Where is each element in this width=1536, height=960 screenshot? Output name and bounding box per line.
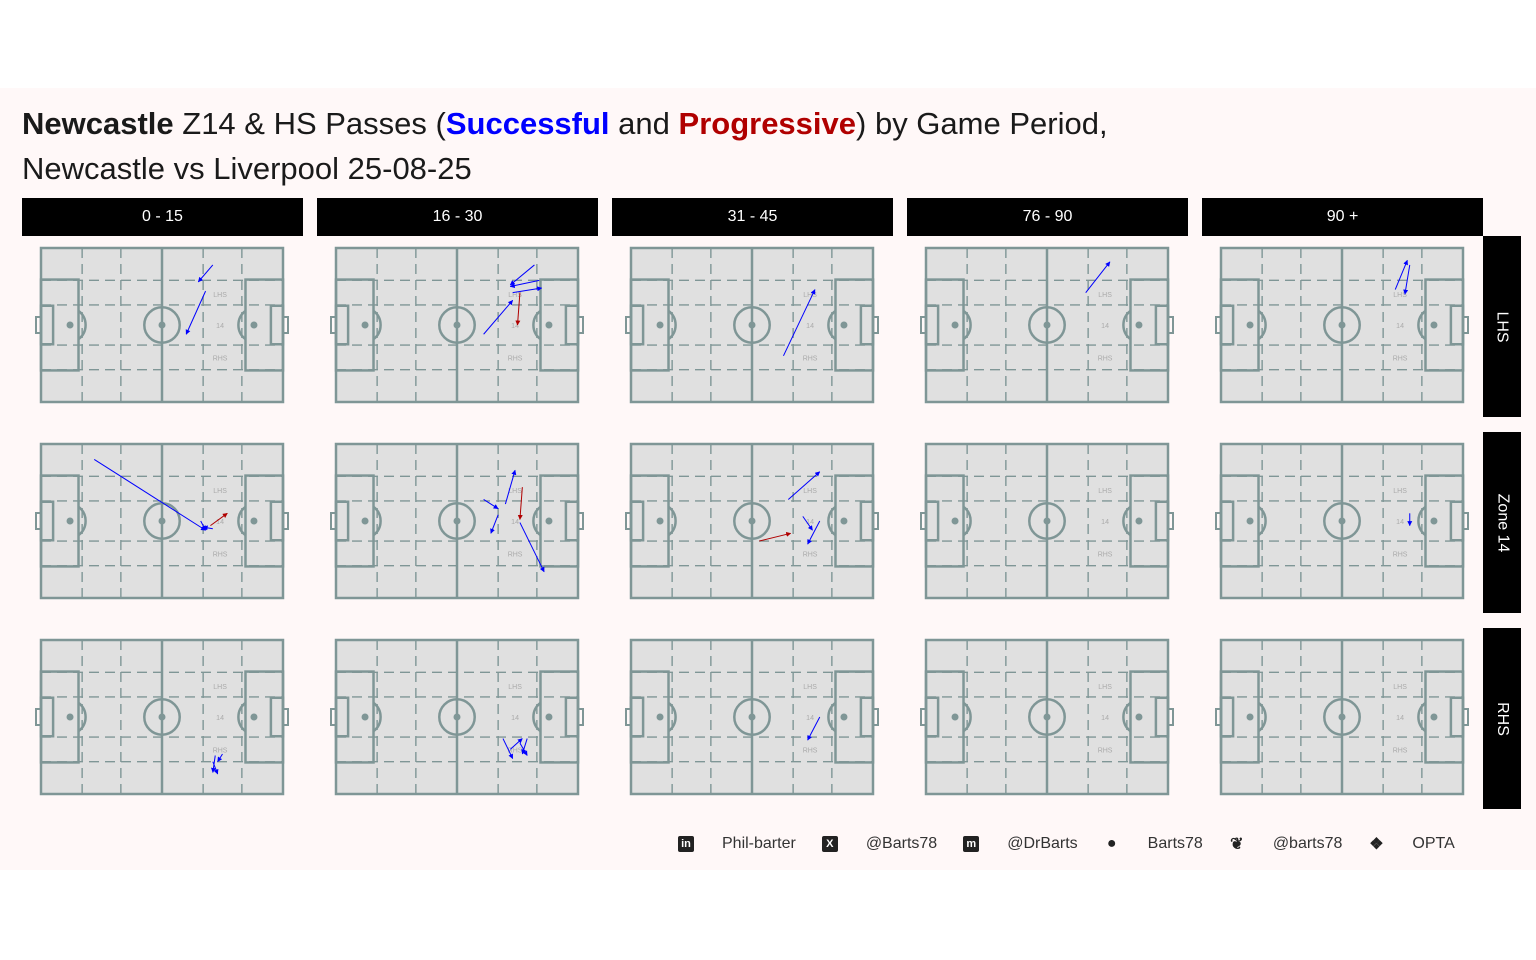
title-line-1: Newcastle Z14 & HS Passes (Successful an… [22, 106, 1108, 141]
linkedin-icon: in [678, 836, 694, 852]
caption-github: Barts78 [1147, 835, 1203, 852]
title-part2: ) by Game Period, [856, 106, 1108, 141]
caption-source: OPTA [1412, 835, 1455, 852]
mastodon-icon: m [963, 836, 980, 852]
facet-strip-period-1: 0 - 15 [22, 198, 303, 236]
chart-title: Newcastle Z14 & HS Passes (Successful an… [22, 101, 1108, 191]
caption-linkedin: Phil-barter [722, 835, 796, 852]
title-line-2: Newcastle vs Liverpool 25-08-25 [22, 151, 472, 186]
github-icon: ● [1106, 835, 1117, 852]
title-successful: Successful [445, 106, 610, 141]
caption-x: @Barts78 [865, 835, 938, 852]
title-team: Newcastle [22, 106, 174, 141]
facet-strip-period-3: 31 - 45 [612, 198, 893, 236]
facet-strip-period-4: 76 - 90 [907, 198, 1188, 236]
facet-strip-period-5: 90 + [1202, 198, 1483, 236]
facet-strip-zone-14: Zone 14 [1483, 432, 1521, 613]
facet-strip-zone-14-label: Zone 14 [1494, 493, 1511, 552]
facet-strip-zone-rhs: RHS [1483, 628, 1521, 809]
dropbox-icon: ❖ [1369, 836, 1384, 853]
facet-strip-period-2: 16 - 30 [317, 198, 598, 236]
bluesky-icon: ❦ [1230, 836, 1244, 853]
facet-strip-zone-lhs-label: LHS [1494, 310, 1511, 343]
facet-strip-zone-rhs-label: RHS [1494, 701, 1511, 736]
caption-bluesky: @barts78 [1272, 835, 1343, 852]
caption: in Phil-barter X @Barts78 m @DrBarts ● B… [678, 832, 1481, 856]
title-part1: Z14 & HS Passes ( [173, 106, 446, 141]
facet-strip-zone-lhs: LHS [1483, 236, 1521, 417]
title-progressive: Progressive [678, 106, 857, 141]
title-and: and [609, 106, 679, 141]
x-icon: X [821, 836, 838, 852]
caption-mastodon: @DrBarts [1007, 835, 1078, 852]
